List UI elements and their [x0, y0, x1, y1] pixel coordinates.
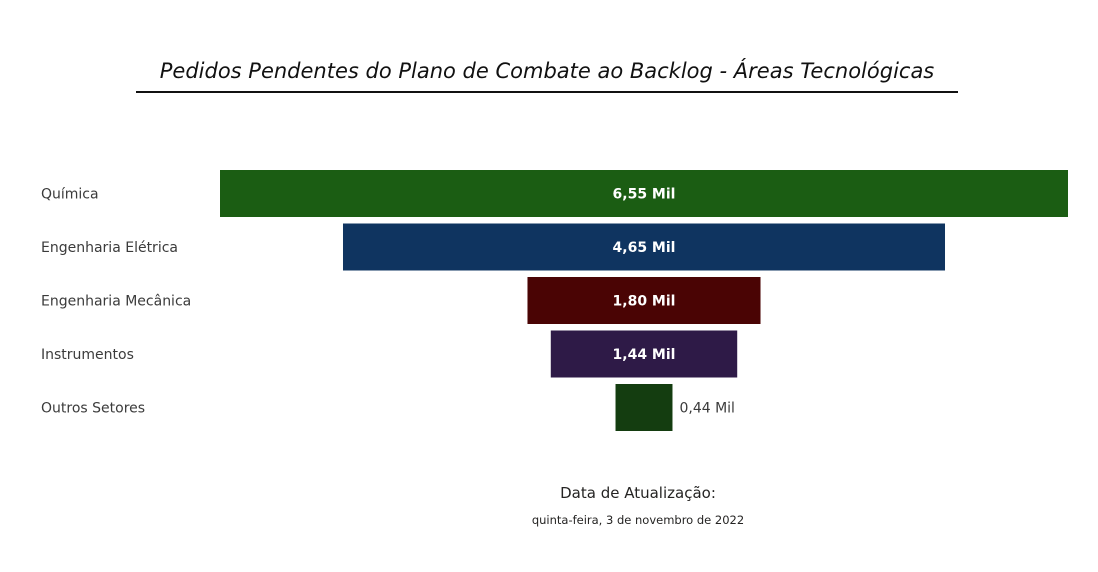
- funnel-bar[interactable]: [342, 223, 946, 271]
- title-underline: [136, 91, 958, 93]
- funnel-bar[interactable]: [550, 330, 738, 378]
- category-label: Engenharia Elétrica: [41, 240, 178, 256]
- value-label: 0,44 Mil: [679, 401, 734, 417]
- funnel-bar[interactable]: [527, 277, 761, 324]
- chart-title: Pedidos Pendentes do Plano de Combate ao…: [159, 59, 935, 83]
- update-date: quinta-feira, 3 de novembro de 2022: [531, 513, 745, 527]
- category-label: Instrumentos: [41, 347, 134, 363]
- category-label: Química: [41, 187, 99, 203]
- value-label: 1,80 Mil: [613, 294, 676, 310]
- value-label: 4,65 Mil: [613, 240, 676, 256]
- value-label: 6,55 Mil: [613, 187, 676, 203]
- value-label: 1,44 Mil: [613, 347, 676, 363]
- category-label: Outros Setores: [41, 401, 145, 417]
- funnel-bar[interactable]: [615, 384, 673, 431]
- category-label: Engenharia Mecânica: [41, 294, 191, 310]
- update-label: Data de Atualização:: [560, 484, 716, 502]
- funnel-bar[interactable]: [220, 170, 1068, 217]
